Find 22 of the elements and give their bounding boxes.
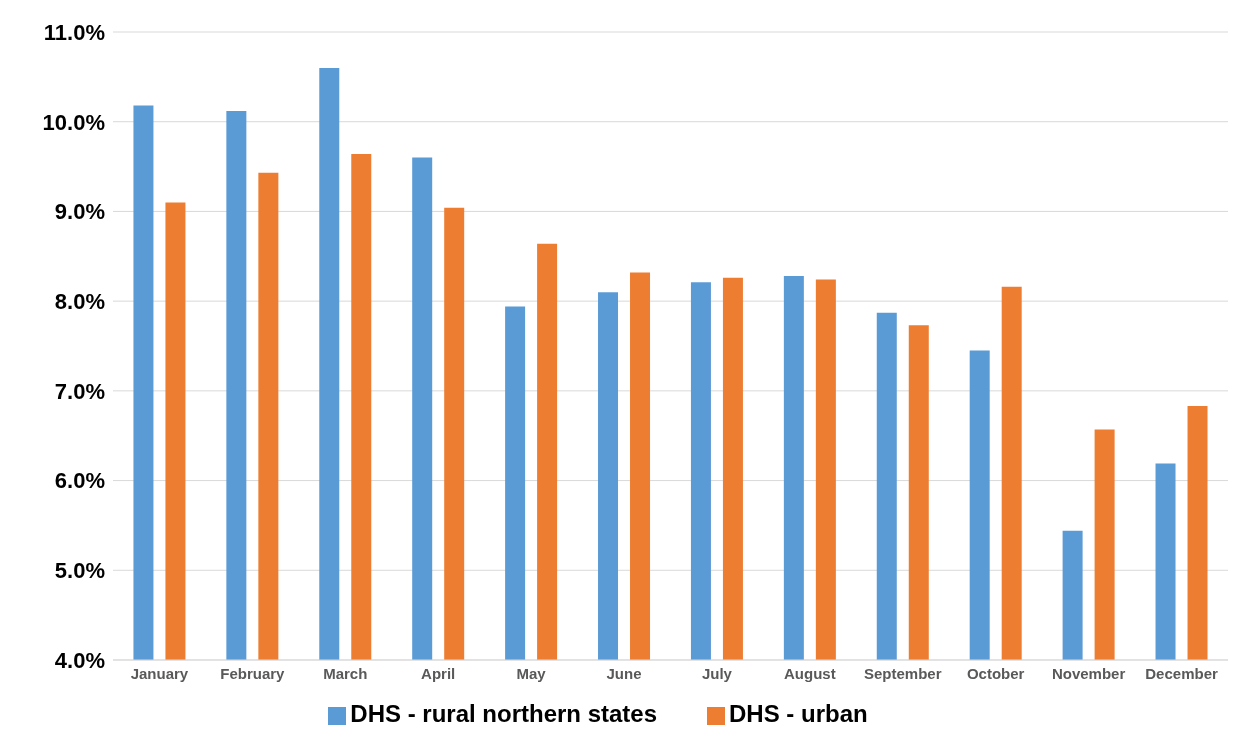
y-tick-label: 6.0% (54, 468, 105, 494)
y-tick-label: 4.0% (54, 647, 105, 673)
y-tick-label: 10.0% (42, 109, 105, 135)
y-tick-label: 8.0% (54, 288, 105, 314)
x-tick-label: June (606, 664, 642, 682)
x-tick-label: February (220, 664, 286, 682)
x-tick-label: November (1051, 664, 1126, 682)
x-tick-label: September (864, 664, 942, 682)
x-tick-label: April (421, 664, 456, 682)
y-tick-label: 9.0% (54, 199, 105, 225)
y-tick-label: 7.0% (54, 378, 105, 404)
x-tick-label: December (1145, 664, 1218, 682)
x-tick-label: March (323, 664, 368, 682)
x-tick-label: January (130, 664, 189, 682)
x-tick-label: July (701, 664, 733, 682)
x-tick-label: August (784, 664, 836, 682)
x-tick-label: October (966, 664, 1025, 682)
legend-label: DHS - rural northern states (350, 700, 658, 727)
y-tick-label: 5.0% (54, 558, 105, 584)
y-tick-label: 11.0% (43, 19, 105, 45)
x-tick-label: May (516, 664, 547, 682)
legend-label: DHS - urban (729, 700, 868, 727)
